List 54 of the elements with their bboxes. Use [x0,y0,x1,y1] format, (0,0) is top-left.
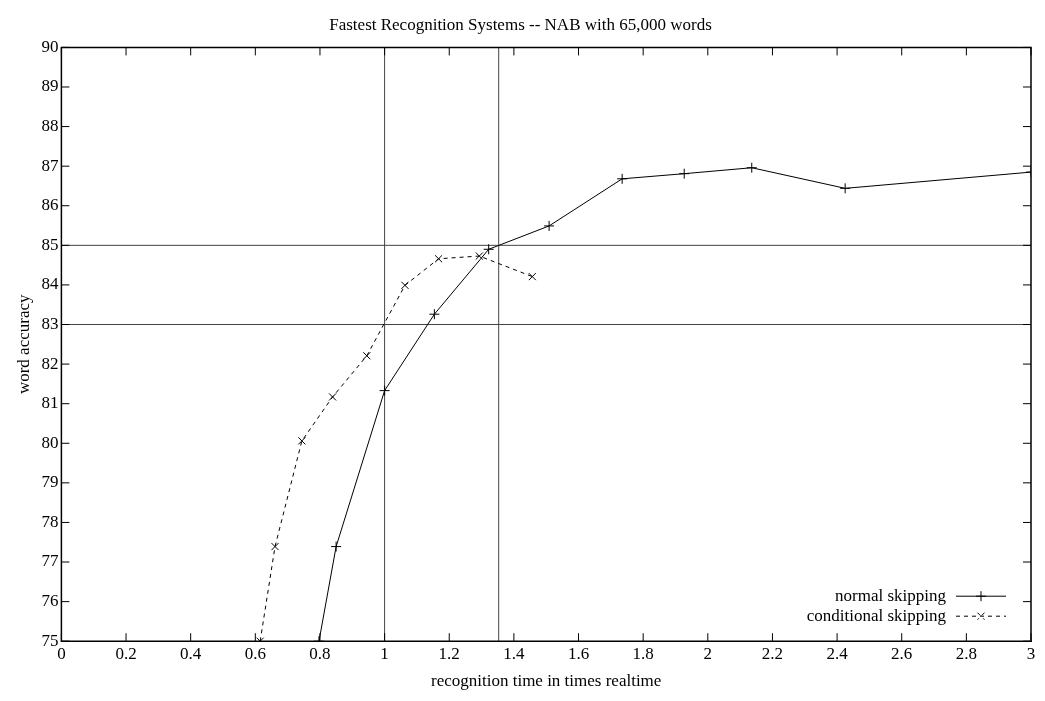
point [678,168,690,180]
y-tick-label: 86 [41,195,59,215]
x-tick-label: 3 [1026,643,1036,663]
point [328,392,337,401]
point [434,254,443,263]
y-tick-label: 77 [41,551,59,571]
x-tick-label: 1.4 [503,643,526,663]
x-tick-label: 0.6 [244,643,266,663]
y-tick-label: 83 [41,313,59,333]
point [297,436,306,445]
x-tick-label: 0.2 [115,643,137,663]
point [271,542,280,551]
point [616,173,628,185]
chart-title: Fastest Recognition Systems -- NAB with 65,000 words [329,14,712,34]
point [483,243,495,255]
point [746,162,758,174]
y-tick-label: 79 [41,472,59,492]
x-tick-label: 2.8 [955,643,977,663]
x-tick-label: 1.8 [632,643,654,663]
x-tick-label: 1.2 [438,643,460,663]
x-axis-title: recognition time in times realtime [431,671,662,691]
x-tick-label: 0.4 [180,643,202,663]
y-tick-label: 89 [41,76,59,96]
x-tick-label: 2.2 [761,643,784,663]
y-axis-title: word accuracy [13,294,33,395]
x-tick-label: 2.6 [891,643,913,663]
y-tick-label: 84 [41,274,59,294]
y-tick-label: 81 [41,393,59,413]
x-tick-label: 2 [703,643,713,663]
y-tick-label: 78 [41,511,59,531]
x-tick-label: 1 [380,643,389,663]
legend-label: conditional skipping [806,605,947,625]
x-tick-label: 0 [57,643,66,663]
y-tick-label: 76 [41,591,59,611]
point [839,182,851,194]
point [379,385,391,397]
x-tick-label: 0.8 [309,643,331,663]
y-tick-label: 88 [41,116,59,136]
point [400,281,409,290]
point [330,541,342,553]
y-tick-label: 82 [41,353,59,373]
point [543,220,555,232]
x-tick-label: 2.4 [826,643,849,663]
y-tick-label: 87 [41,155,59,175]
y-tick-label: 90 [41,36,59,56]
point [428,308,440,320]
point [528,272,537,281]
legend-label: normal skipping [835,585,947,605]
y-tick-label: 75 [41,630,59,650]
point [362,351,371,360]
point [475,251,484,261]
y-tick-label: 80 [41,432,59,452]
x-tick-label: 1.6 [567,643,590,663]
y-tick-label: 85 [41,234,59,254]
